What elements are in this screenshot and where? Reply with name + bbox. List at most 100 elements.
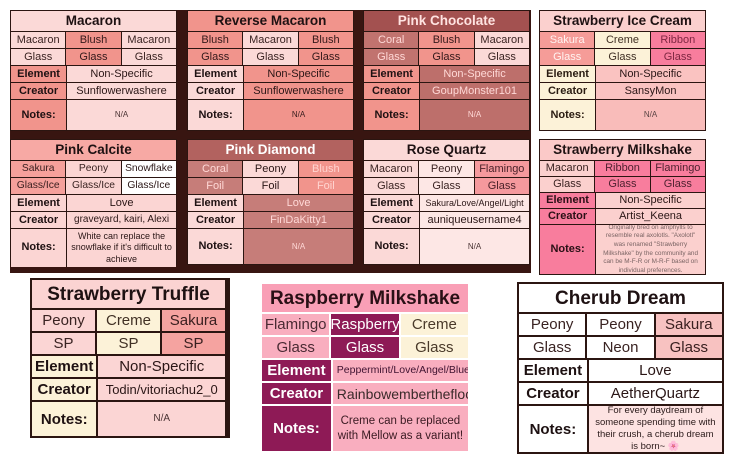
color-cell: Sakura <box>540 32 595 48</box>
element-row: Element Non-Specific <box>540 192 705 208</box>
creator-value: Rainbowemberthefloo <box>330 383 468 404</box>
element-row: Element Non-Specific <box>188 65 353 82</box>
color-row: Coral Blush Macaron <box>364 31 529 48</box>
element-value: Non-Specific <box>96 356 225 377</box>
color-cell: Macaron <box>11 32 66 48</box>
notes-value: N/A <box>243 100 353 130</box>
element-value: Love <box>586 360 722 381</box>
element-row: Element Love <box>188 194 353 211</box>
creator-value: GoupMonster101 <box>419 83 529 99</box>
type-cell: Glass <box>540 49 595 65</box>
table-title: Raspberry Milkshake <box>262 284 468 312</box>
creator-row: Creator FinDaKitty1 <box>188 211 353 228</box>
notes-value: N/A <box>419 229 529 264</box>
type-cell: Glass <box>262 337 330 358</box>
type-cell: Glass/Ice <box>120 178 176 194</box>
table-title: Rose Quartz <box>364 140 529 160</box>
element-value: Non-Specific <box>243 66 353 82</box>
creator-value: graveyard, kairi, Alexi <box>66 212 176 228</box>
type-cell: SP <box>95 333 160 354</box>
type-cell: Glass <box>649 177 705 192</box>
type-row: Foil Foil Foil <box>188 177 353 194</box>
element-value: Non-Specific <box>595 193 705 208</box>
type-cell: Glass <box>653 337 722 358</box>
creator-label: Creator <box>11 83 67 99</box>
element-label: Element <box>540 193 596 208</box>
notes-value: N/A <box>66 100 176 130</box>
creator-label: Creator <box>540 83 596 99</box>
color-row: Peony Creme Sakura <box>32 308 225 331</box>
notes-label: Notes: <box>519 406 587 452</box>
element-label: Element <box>519 360 587 381</box>
creator-label: Creator <box>188 83 244 99</box>
type-cell: Glass <box>11 49 66 65</box>
type-cell: Foil <box>188 178 243 194</box>
creator-row: Creator Sunflowerwashere <box>11 82 176 99</box>
color-cell: Blush <box>188 32 243 48</box>
color-cell: Blush <box>297 32 353 48</box>
creator-label: Creator <box>32 379 97 400</box>
type-cell: Glass <box>540 177 595 192</box>
element-row: Element Non-Specific <box>364 65 529 82</box>
creator-row: Creator Todin/vitoriachu2_0 <box>32 377 225 400</box>
notes-row: Notes: N/A <box>364 228 529 264</box>
type-cell: Glass/Ice <box>65 178 121 194</box>
color-row: Sakura Peony Snowflake <box>11 160 176 177</box>
notes-row: Notes: N/A <box>364 99 529 130</box>
creator-value: AetherQuartz <box>586 383 722 404</box>
table-title: Pink Calcite <box>11 140 176 160</box>
notes-label: Notes: <box>262 406 331 451</box>
notes-value: N/A <box>595 100 705 130</box>
creator-row: Creator Artist_Keena <box>540 208 705 224</box>
color-cell: Flamingo <box>473 161 529 177</box>
type-cell: Glass <box>188 49 243 65</box>
table-title: Macaron <box>11 11 176 31</box>
notes-label: Notes: <box>364 229 420 264</box>
element-row: Element Non-Specific <box>32 354 225 377</box>
color-cell: Sakura <box>160 310 225 331</box>
morph-table-macaron: Macaron Macaron Blush Macaron Glass Glas… <box>10 10 177 131</box>
creator-value: Artist_Keena <box>595 209 705 224</box>
type-cell: Glass <box>329 337 399 358</box>
creator-row: Creator Rainbowemberthefloo <box>262 381 468 404</box>
type-cell: Foil <box>242 178 298 194</box>
color-cell: Ribbon <box>594 161 650 176</box>
type-cell: Glass <box>364 49 419 65</box>
element-label: Element <box>32 356 97 377</box>
creator-row: Creator auniqueusername4 <box>364 211 529 228</box>
color-cell: Peony <box>242 161 298 177</box>
notes-value: N/A <box>243 229 353 264</box>
color-row: Macaron Peony Flamingo <box>364 160 529 177</box>
type-cell: Glass <box>649 49 705 65</box>
notes-row: Notes: N/A <box>188 228 353 264</box>
element-row: Element Peppermint/Love/Angel/Bluef <box>262 358 468 381</box>
notes-row: Notes: Creme can be replaced with Mellow… <box>262 404 468 451</box>
type-row: Glass Glass Glass <box>364 177 529 194</box>
color-row: Flamingo Raspberry Creme <box>262 312 468 335</box>
creator-row: Creator SansyMon <box>540 82 705 99</box>
element-label: Element <box>188 195 244 211</box>
color-row: Sakura Creme Ribbon <box>540 31 705 48</box>
color-cell: Creme <box>95 310 160 331</box>
color-cell: Macaron <box>473 32 529 48</box>
color-cell: Flamingo <box>649 161 705 176</box>
notes-row: Notes: White can replace the snowflake i… <box>11 228 176 267</box>
morph-table-rose-quartz: Rose Quartz Macaron Peony Flamingo Glass… <box>363 139 530 265</box>
type-row: Glass Glass Glass <box>11 48 176 65</box>
creator-row: Creator graveyard, kairi, Alexi <box>11 211 176 228</box>
type-cell: Neon <box>585 337 654 358</box>
element-label: Element <box>540 66 596 82</box>
creator-label: Creator <box>540 209 596 224</box>
element-row: Element Love <box>519 358 722 381</box>
type-cell: Glass <box>364 178 419 194</box>
element-label: Element <box>188 66 244 82</box>
morph-table-raspberry-milkshake: Raspberry Milkshake Flamingo Raspberry C… <box>262 284 468 451</box>
element-label: Element <box>364 66 420 82</box>
type-cell: Glass <box>473 49 529 65</box>
type-row: Glass Neon Glass <box>519 335 722 358</box>
notes-value: White can replace the snowflake if it's … <box>66 229 176 267</box>
notes-value: N/A <box>96 402 225 436</box>
creator-row: Creator GoupMonster101 <box>364 82 529 99</box>
color-cell: Ribbon <box>649 32 705 48</box>
